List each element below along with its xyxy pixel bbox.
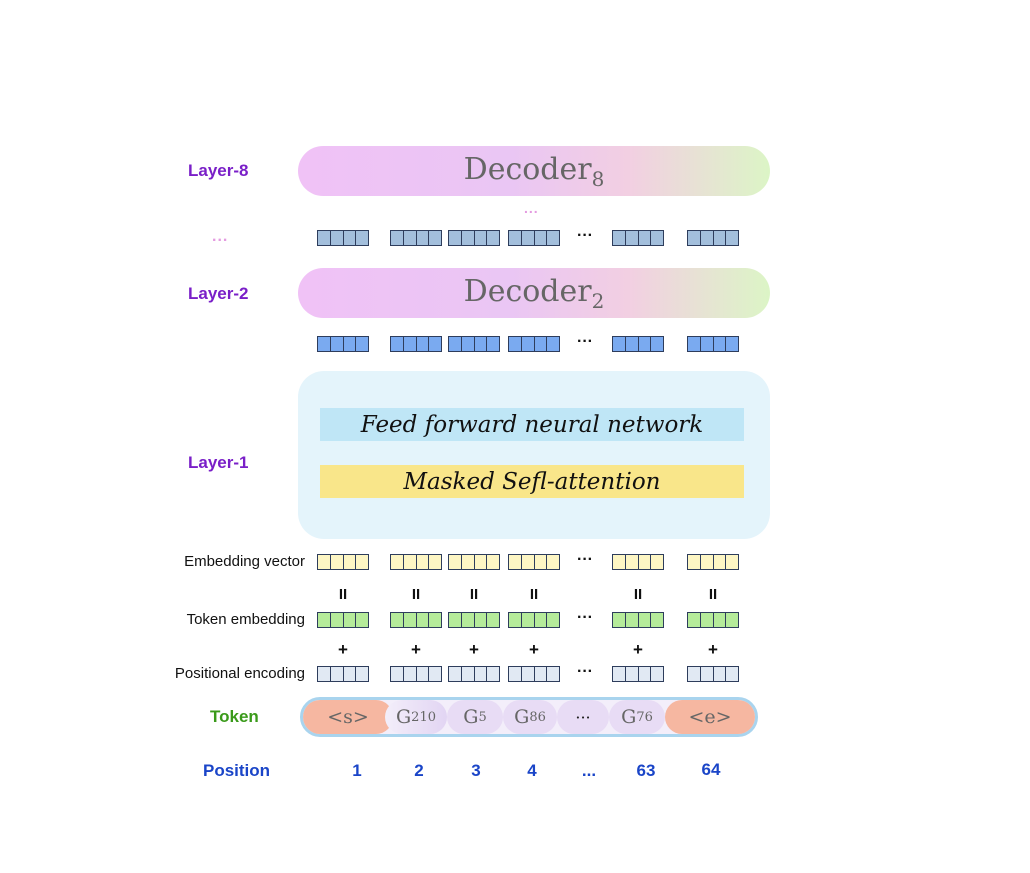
token-embedding-ellipsis: ··· — [577, 609, 593, 626]
position-63: 63 — [636, 761, 656, 780]
plus-sign-63: + — [633, 640, 643, 659]
decoder-2-name: Decoder — [463, 273, 592, 309]
decoder-ellipsis: ... — [524, 200, 539, 216]
plus-sign-3: + — [469, 640, 479, 659]
token-embedding-4 — [508, 612, 560, 628]
plus-sign-64: + — [708, 640, 718, 659]
position-1: 1 — [352, 761, 362, 780]
token-embedding-63 — [612, 612, 664, 628]
token-g86-sub: 86 — [529, 709, 546, 725]
plus-sign-2: + — [411, 640, 421, 659]
decoder-8-name: Decoder — [463, 151, 592, 187]
embedding-vector-ellipsis: ··· — [577, 551, 593, 568]
vector-layer2-ellipsis: ··· — [577, 333, 593, 350]
token-g210: G 210 — [385, 700, 447, 734]
layers-ellipsis: ... — [212, 228, 229, 245]
positional-encoding-ellipsis: ··· — [577, 663, 593, 680]
token-ellipsis-text: ··· — [575, 707, 591, 727]
token-start: <s> — [303, 700, 393, 734]
embedding-vector-label: Embedding vector — [184, 553, 305, 570]
embedding-vector-4 — [508, 554, 560, 570]
token-ellipsis: ··· — [557, 700, 609, 734]
token-g86: G 86 — [503, 700, 557, 734]
token-g86-main: G — [514, 706, 530, 728]
vector-layer2-3 — [448, 336, 500, 352]
embedding-vector-64 — [687, 554, 739, 570]
position-ellipsis: ... — [581, 761, 597, 780]
equals-sign-2: II — [411, 586, 421, 603]
token-embedding-3 — [448, 612, 500, 628]
vector-layer8-3 — [448, 230, 500, 246]
equals-sign-3: II — [469, 586, 479, 603]
positional-encoding-label: Positional encoding — [174, 665, 305, 682]
vector-layer2-2 — [390, 336, 442, 352]
vector-layer2-64 — [687, 336, 739, 352]
token-g76-main: G — [621, 706, 637, 728]
embedding-vector-2 — [390, 554, 442, 570]
decoder-8-subscript: 8 — [591, 166, 605, 191]
decoder-2-subscript: 2 — [591, 288, 605, 313]
position-4: 4 — [527, 761, 537, 780]
embedding-vector-63 — [612, 554, 664, 570]
masked-self-attention: Masked Sefl-attention — [320, 465, 744, 498]
token-g76-sub: 76 — [636, 709, 653, 725]
positional-encoding-2 — [390, 666, 442, 682]
token-g76: G 76 — [609, 700, 665, 734]
vector-layer8-63 — [612, 230, 664, 246]
token-embedding-label: Token embedding — [186, 611, 305, 628]
equals-sign-63: II — [633, 586, 643, 603]
positional-encoding-64 — [687, 666, 739, 682]
position-2: 2 — [414, 761, 424, 780]
layer-1-label: Layer-1 — [188, 453, 249, 472]
vector-layer2-4 — [508, 336, 560, 352]
vector-layer8-ellipsis: ··· — [577, 227, 593, 244]
token-end-text: <e> — [688, 706, 732, 728]
vector-layer8-64 — [687, 230, 739, 246]
position-3: 3 — [471, 761, 481, 780]
position-label: Position — [203, 761, 271, 780]
plus-sign-1: + — [338, 640, 348, 659]
equals-sign-4: II — [529, 586, 539, 603]
embedding-vector-3 — [448, 554, 500, 570]
layer-1-block — [298, 371, 770, 539]
token-g210-sub: 210 — [411, 709, 436, 725]
equals-sign-1: II — [338, 586, 348, 603]
plus-sign-4: + — [529, 640, 539, 659]
vector-layer8-4 — [508, 230, 560, 246]
decoder-2-block: Decoder2 — [298, 268, 770, 318]
positional-encoding-4 — [508, 666, 560, 682]
token-embedding-2 — [390, 612, 442, 628]
token-embedding-1 — [317, 612, 369, 628]
vector-layer2-1 — [317, 336, 369, 352]
layer-8-label: Layer-8 — [188, 161, 249, 180]
decoder-2-title: Decoder2 — [464, 274, 605, 313]
masked-self-attention-label: Masked Sefl-attention — [403, 468, 661, 495]
feed-forward-label: Feed forward neural network — [360, 411, 704, 438]
token-label: Token — [210, 707, 259, 726]
token-end: <e> — [665, 700, 755, 734]
positional-encoding-63 — [612, 666, 664, 682]
position-64: 64 — [701, 760, 721, 779]
vector-layer8-1 — [317, 230, 369, 246]
embedding-vector-1 — [317, 554, 369, 570]
decoder-8-title: Decoder8 — [464, 152, 605, 191]
vector-layer8-2 — [390, 230, 442, 246]
token-g5-sub: 5 — [478, 709, 487, 725]
token-embedding-64 — [687, 612, 739, 628]
token-start-text: <s> — [327, 706, 369, 728]
positional-encoding-3 — [448, 666, 500, 682]
equals-sign-64: II — [708, 586, 718, 603]
token-g210-main: G — [395, 706, 412, 728]
positional-encoding-1 — [317, 666, 369, 682]
token-g5-main: G — [463, 706, 479, 728]
vector-layer2-63 — [612, 336, 664, 352]
feed-forward-network: Feed forward neural network — [320, 408, 744, 441]
decoder-8-block: Decoder8 — [298, 146, 770, 196]
layer-2-label: Layer-2 — [188, 284, 249, 303]
